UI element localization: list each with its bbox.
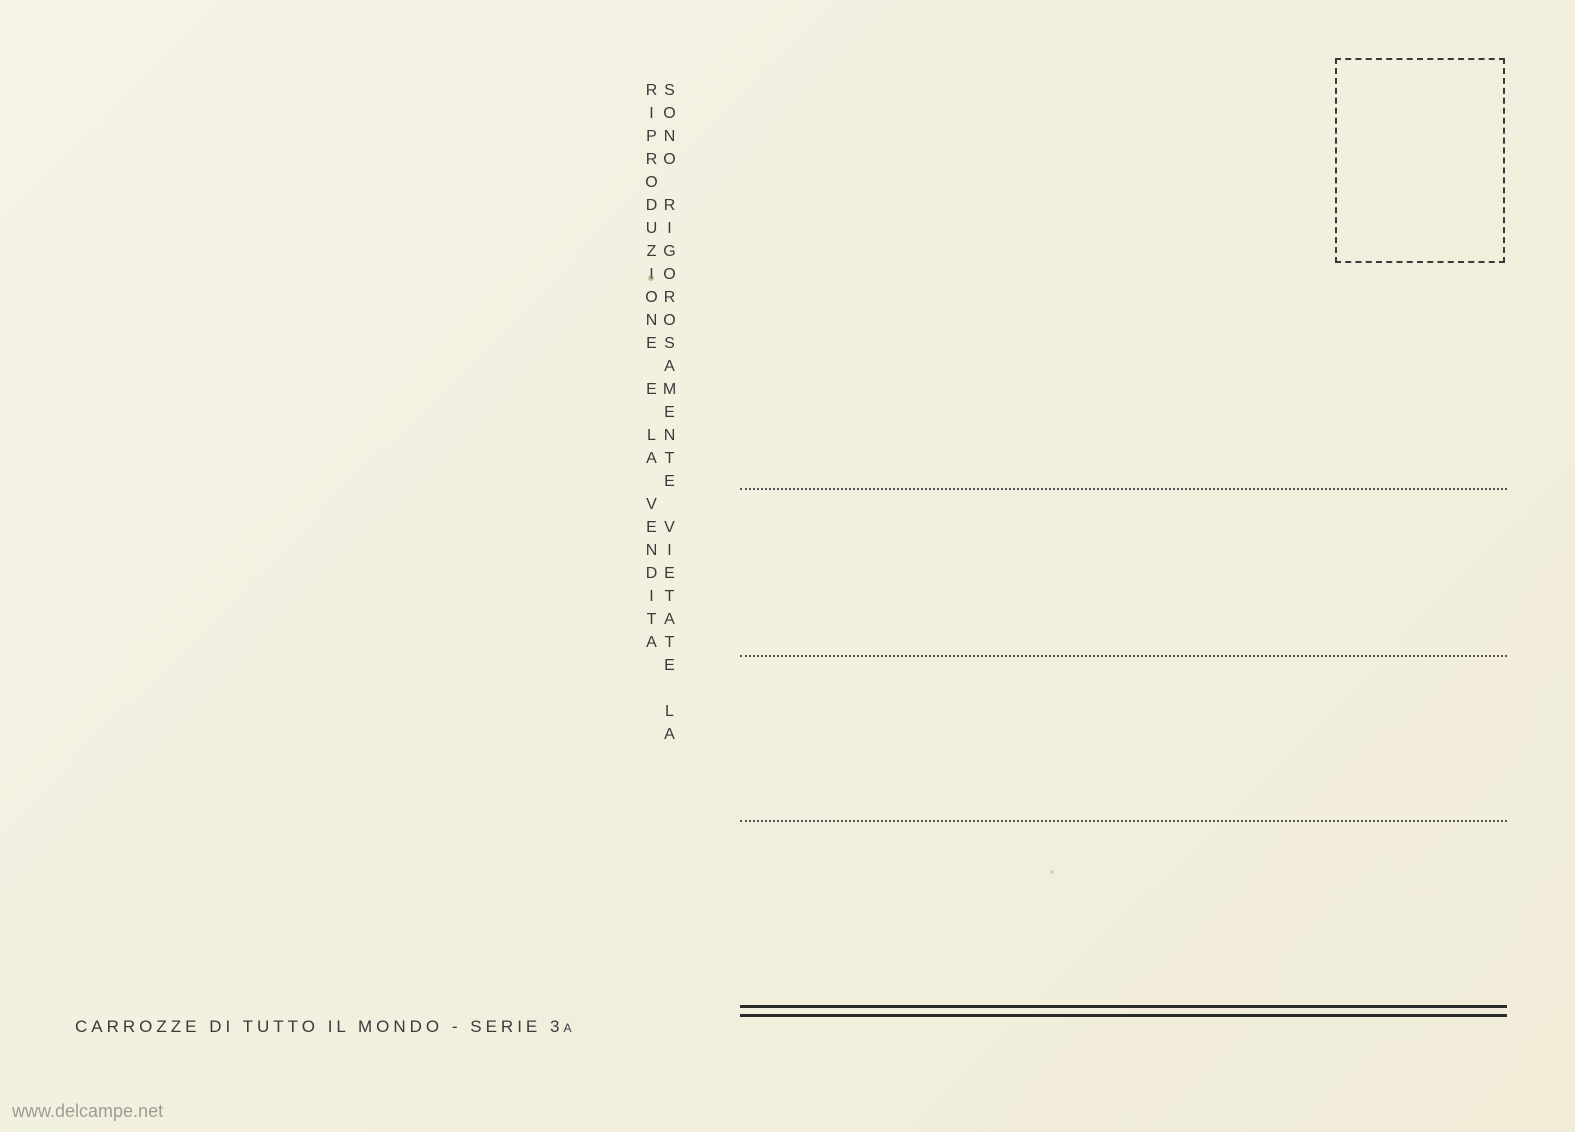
address-line-1 bbox=[740, 488, 1507, 490]
series-caption: CARROZZE DI TUTTO IL MONDO - SERIE 3A bbox=[75, 1017, 575, 1037]
bottom-divider-rule-2 bbox=[740, 1014, 1507, 1017]
postcard-back: SONO RIGOROSAMENTE VIETATE LA RIPRODUZIO… bbox=[0, 0, 1575, 1132]
bottom-divider-rule-1 bbox=[740, 1005, 1507, 1008]
address-line-3 bbox=[740, 820, 1507, 822]
address-line-2 bbox=[740, 655, 1507, 657]
paper-speck bbox=[648, 275, 654, 281]
copyright-notice-vertical: SONO RIGOROSAMENTE VIETATE LA RIPRODUZIO… bbox=[642, 82, 678, 982]
delcampe-watermark: www.delcampe.net bbox=[12, 1101, 163, 1122]
caption-main-text: CARROZZE DI TUTTO IL MONDO - SERIE 3 bbox=[75, 1017, 563, 1036]
paper-speck bbox=[1050, 870, 1054, 874]
stamp-placeholder-box bbox=[1335, 58, 1505, 263]
caption-suffix: A bbox=[563, 1021, 575, 1035]
